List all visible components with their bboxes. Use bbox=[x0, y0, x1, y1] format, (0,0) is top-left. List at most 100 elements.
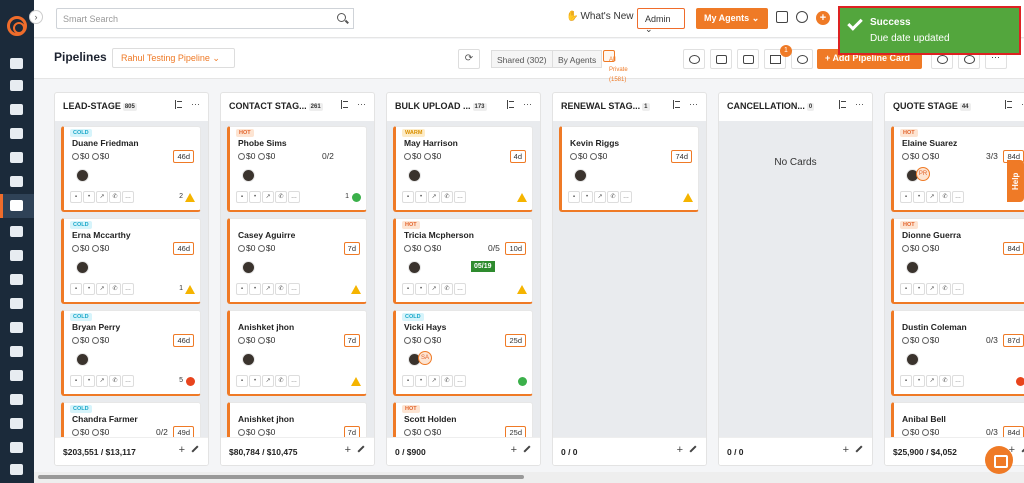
avatar[interactable] bbox=[408, 261, 421, 274]
more-icon[interactable]: … bbox=[288, 283, 300, 295]
sort-icon[interactable] bbox=[839, 100, 847, 109]
location-icon[interactable]: • bbox=[83, 375, 95, 387]
contacts-icon[interactable] bbox=[10, 80, 23, 91]
pipeline-card[interactable]: HOT Phobe Sims $0 $0 0/2 ▪ • ↗ ✆… 1 bbox=[227, 126, 367, 212]
phone-icon[interactable]: ✆ bbox=[939, 375, 951, 387]
edit-icon[interactable] bbox=[191, 445, 199, 453]
scrollbar-thumb[interactable] bbox=[38, 475, 524, 479]
message-icon[interactable]: ▪ bbox=[236, 191, 248, 203]
phone-icon[interactable]: ✆ bbox=[275, 191, 287, 203]
filter-all-private[interactable]: All Private (1581) bbox=[603, 50, 628, 83]
search-button[interactable] bbox=[331, 8, 354, 29]
avatar[interactable] bbox=[906, 353, 919, 366]
avatar[interactable] bbox=[242, 353, 255, 366]
sort-icon[interactable] bbox=[175, 100, 183, 109]
pipeline-card[interactable]: COLD Duane Friedman $0 $0 46d ▪ • ↗ ✆… 2 bbox=[61, 126, 201, 212]
pipeline-card[interactable]: HOT Dionne Guerra $0 $0 84d ▪ • ↗ ✆… bbox=[891, 218, 1024, 304]
avatar[interactable] bbox=[574, 169, 587, 182]
share-icon[interactable]: ↗ bbox=[926, 283, 938, 295]
card-contact-name[interactable]: Elaine Suarez bbox=[902, 138, 958, 148]
add-card-icon[interactable]: + bbox=[1008, 444, 1015, 456]
phone-icon[interactable]: ✆ bbox=[441, 283, 453, 295]
card-contact-name[interactable]: Scott Holden bbox=[404, 414, 457, 424]
edit-icon[interactable] bbox=[523, 445, 531, 453]
add-icon[interactable]: + bbox=[816, 11, 830, 25]
message-icon[interactable]: ▪ bbox=[236, 375, 248, 387]
share-button[interactable] bbox=[710, 49, 732, 69]
card-contact-name[interactable]: Anishket jhon bbox=[238, 414, 295, 424]
avatar[interactable] bbox=[76, 169, 89, 182]
phone-icon[interactable]: ✆ bbox=[109, 283, 121, 295]
share-icon[interactable]: ↗ bbox=[96, 191, 108, 203]
pipeline-card[interactable]: Anibal Bell$0 $00/384d▪•↗✆… bbox=[891, 402, 1024, 437]
phone-icon[interactable]: ✆ bbox=[441, 191, 453, 203]
location-icon[interactable]: • bbox=[415, 191, 427, 203]
message-icon[interactable]: ▪ bbox=[900, 191, 912, 203]
share-icon[interactable]: ↗ bbox=[262, 283, 274, 295]
message-icon[interactable]: ▪ bbox=[900, 375, 912, 387]
calendar-grid-icon[interactable] bbox=[10, 346, 23, 357]
success-toast[interactable]: Success Due date updated bbox=[838, 6, 1021, 55]
location-icon[interactable]: • bbox=[913, 191, 925, 203]
megaphone-icon[interactable] bbox=[10, 226, 23, 237]
phone-icon[interactable]: ✆ bbox=[275, 375, 287, 387]
my-agents-button[interactable]: My Agents ⌄ bbox=[696, 8, 768, 29]
more-icon[interactable]: ··· bbox=[357, 99, 366, 109]
location-icon[interactable]: • bbox=[249, 283, 261, 295]
view-button[interactable] bbox=[683, 49, 705, 69]
share-icon[interactable]: ↗ bbox=[262, 191, 274, 203]
more-icon[interactable]: ··· bbox=[855, 99, 864, 109]
phone-icon[interactable]: ✆ bbox=[109, 375, 121, 387]
sort-icon[interactable] bbox=[673, 100, 681, 109]
avatar[interactable] bbox=[76, 261, 89, 274]
filter-shared[interactable]: Shared (302) bbox=[491, 50, 553, 68]
location-icon[interactable]: • bbox=[913, 283, 925, 295]
pipeline-select[interactable]: Rahul Testing Pipeline ⌄ bbox=[112, 48, 235, 68]
phone-icon[interactable]: ✆ bbox=[939, 191, 951, 203]
horizontal-scrollbar[interactable] bbox=[34, 472, 1024, 483]
message-icon[interactable]: ▪ bbox=[70, 283, 82, 295]
pipeline-card[interactable]: COLD Erna Mccarthy $0 $0 46d ▪ • ↗ ✆… 1 bbox=[61, 218, 201, 304]
location-icon[interactable]: • bbox=[249, 375, 261, 387]
phone-icon[interactable]: ✆ bbox=[939, 283, 951, 295]
due-date-badge[interactable]: 05/19 bbox=[471, 261, 495, 272]
card-contact-name[interactable]: Dustin Coleman bbox=[902, 322, 967, 332]
avatar[interactable] bbox=[76, 353, 89, 366]
bank-icon[interactable] bbox=[10, 128, 23, 139]
avatar[interactable] bbox=[242, 169, 255, 182]
pipeline-card[interactable]: COLD Bryan Perry $0 $0 46d ▪ • ↗ ✆… 5 bbox=[61, 310, 201, 396]
pipeline-card[interactable]: Casey Aguirre $0 $0 7d ▪ • ↗ ✆… bbox=[227, 218, 367, 304]
share-icon[interactable]: ↗ bbox=[428, 283, 440, 295]
share-icon[interactable]: ↗ bbox=[262, 375, 274, 387]
location-icon[interactable]: • bbox=[83, 283, 95, 295]
more-icon[interactable]: ··· bbox=[689, 99, 698, 109]
whats-new-link[interactable]: ✋ What's New bbox=[566, 11, 634, 22]
card-contact-name[interactable]: Kevin Riggs bbox=[570, 138, 620, 148]
card-contact-name[interactable]: Erna Mccarthy bbox=[72, 230, 131, 240]
card-contact-name[interactable]: Anibal Bell bbox=[902, 414, 946, 424]
folder-icon[interactable] bbox=[10, 298, 23, 309]
avatar[interactable] bbox=[242, 261, 255, 274]
badge-icon[interactable] bbox=[10, 176, 23, 187]
more-icon[interactable]: … bbox=[122, 375, 134, 387]
more-icon[interactable]: ··· bbox=[1021, 99, 1024, 109]
more-icon[interactable]: … bbox=[454, 283, 466, 295]
pipeline-card[interactable]: Kevin Riggs $0 $0 74d ▪ • ↗ ✆… bbox=[559, 126, 699, 212]
sort-icon[interactable] bbox=[341, 100, 349, 109]
location-icon[interactable]: • bbox=[581, 191, 593, 203]
card-contact-name[interactable]: May Harrison bbox=[404, 138, 458, 148]
refresh-icon[interactable] bbox=[796, 11, 808, 23]
export-icon[interactable] bbox=[776, 11, 788, 23]
card-contact-name[interactable]: Bryan Perry bbox=[72, 322, 121, 332]
add-card-icon[interactable]: + bbox=[842, 444, 849, 456]
mail-icon[interactable] bbox=[10, 394, 23, 405]
more-icon[interactable]: … bbox=[952, 375, 964, 387]
more-icon[interactable]: … bbox=[454, 191, 466, 203]
edit-icon[interactable] bbox=[689, 445, 697, 453]
share-icon[interactable]: ↗ bbox=[96, 283, 108, 295]
search-input[interactable]: Smart Search bbox=[56, 8, 354, 29]
location-icon[interactable]: • bbox=[415, 283, 427, 295]
card-contact-name[interactable]: Casey Aguirre bbox=[238, 230, 296, 240]
more-icon[interactable]: … bbox=[952, 191, 964, 203]
